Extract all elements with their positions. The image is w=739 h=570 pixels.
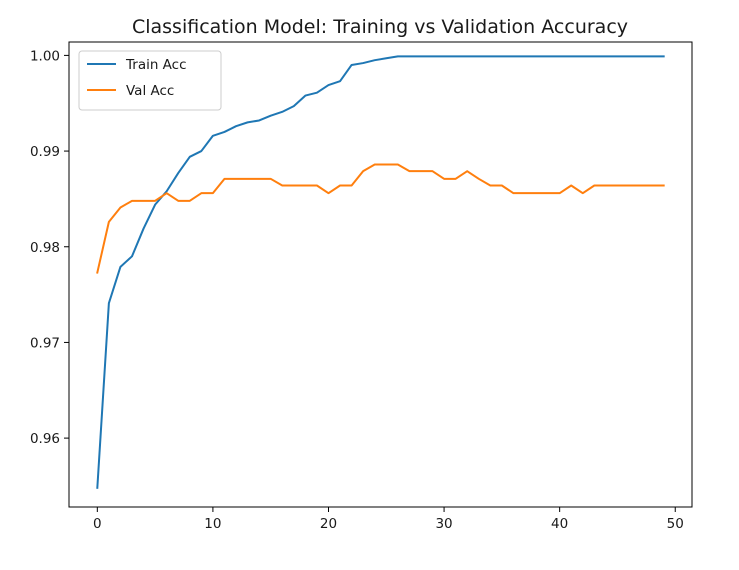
x-tick-label: 50 (667, 516, 684, 532)
y-tick-label: 0.98 (30, 240, 60, 256)
axes-frame (68, 41, 693, 508)
x-axis: 0 10 20 30 40 50 (93, 507, 684, 532)
y-tick-label: 1.00 (30, 48, 60, 64)
series-line-val-acc (96, 163, 665, 274)
x-tick-label: 0 (93, 516, 102, 532)
y-tick-label: 0.96 (30, 431, 60, 447)
legend: Train Acc Val Acc (78, 50, 222, 111)
x-tick-label: 20 (320, 516, 337, 532)
legend-box (78, 50, 222, 111)
y-tick-label: 0.99 (30, 144, 60, 160)
legend-label-val-acc: Val Acc (126, 83, 174, 99)
series-layer (96, 55, 665, 489)
x-tick-label: 30 (435, 516, 452, 532)
series-line-train-acc (96, 55, 665, 489)
legend-label-train-acc: Train Acc (125, 57, 187, 73)
chart-title: Classification Model: Training vs Valida… (132, 16, 628, 38)
x-tick-label: 10 (204, 516, 221, 532)
y-axis: 0.96 0.97 0.98 0.99 1.00 (30, 48, 69, 447)
x-tick-label: 40 (551, 516, 568, 532)
y-tick-label: 0.97 (30, 335, 60, 351)
